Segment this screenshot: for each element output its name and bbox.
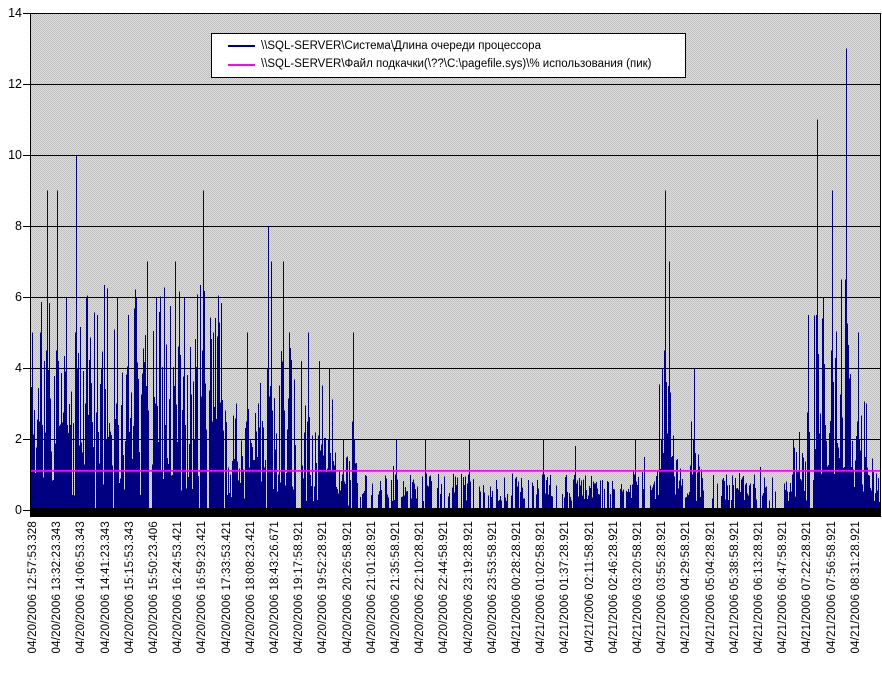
x-axis-label: 04/20/2006 21:35:58.921 xyxy=(390,521,402,654)
x-axis-tick-band xyxy=(30,508,881,517)
legend: \\SQL-SERVER\Система\Длина очереди проце… xyxy=(211,33,686,78)
legend-label-pagefile: \\SQL-SERVER\Файл подкачки(\??\C:\pagefi… xyxy=(261,58,652,71)
x-axis-label: 04/21/2006 07:22:28.921 xyxy=(801,521,814,654)
legend-entry-cpu-queue: \\SQL-SERVER\Система\Длина очереди проце… xyxy=(212,40,685,53)
y-axis-tick xyxy=(23,13,30,14)
x-axis-label: 04/20/2006 14:06:53.343 xyxy=(75,521,88,654)
x-axis-label: 04/20/2006 23:19:28.921 xyxy=(462,521,475,654)
x-axis-label: 04/20/2006 22:10:28.921 xyxy=(414,521,427,654)
y-axis-label: 8 xyxy=(15,219,22,233)
legend-entry-pagefile: \\SQL-SERVER\Файл подкачки(\??\C:\pagefi… xyxy=(212,58,685,71)
x-axis-label: 04/20/2006 20:26:58.921 xyxy=(341,521,354,654)
x-axis-label: 04/20/2006 16:59:23.421 xyxy=(196,521,209,654)
x-axis-label: 04/21/2006 01:02:58.921 xyxy=(535,521,548,654)
y-axis-label: 0 xyxy=(15,503,22,517)
y-axis-label: 14 xyxy=(8,6,22,20)
x-axis-label: 04/21/2006 03:20:58.921 xyxy=(632,521,644,654)
y-axis-tick xyxy=(23,368,30,369)
x-axis-label: 04/20/2006 23:53:58.921 xyxy=(486,521,499,654)
x-axis-label: 04/21/2006 04:29:58.921 xyxy=(680,521,693,654)
x-axis-label: 04/20/2006 18:43:26.671 xyxy=(269,521,281,654)
x-axis-label: 04/20/2006 12:57:53.328 xyxy=(27,521,39,654)
x-axis-label: 04/20/2006 14:41:23.343 xyxy=(99,521,112,654)
x-axis-label: 04/21/2006 05:38:58.921 xyxy=(728,521,741,654)
x-axis-label: 04/20/2006 21:01:28.921 xyxy=(365,521,378,654)
gridlines xyxy=(30,84,881,440)
y-axis-tick xyxy=(23,297,30,298)
x-axis-label: 04/20/2006 18:08:23.421 xyxy=(244,521,257,654)
x-axis-label: 04/20/2006 19:52:28.921 xyxy=(317,521,330,654)
plot-area xyxy=(30,13,881,510)
y-axis-tick xyxy=(23,226,30,227)
y-axis-label: 4 xyxy=(15,361,22,375)
legend-line-swatch-pagefile xyxy=(228,63,255,66)
x-axis-label: 04/21/2006 00:28:28.921 xyxy=(511,521,523,654)
y-axis-label: 10 xyxy=(8,148,22,162)
y-axis-tick xyxy=(23,155,30,156)
x-axis-label: 04/21/2006 08:31:28.921 xyxy=(849,521,862,654)
x-axis-label: 04/21/2006 02:46:28.921 xyxy=(607,521,620,654)
y-axis-label: 6 xyxy=(15,290,22,304)
y-axis-label: 12 xyxy=(8,77,22,91)
y-axis-tick xyxy=(23,84,30,85)
x-axis-label: 04/21/2006 06:47:58.921 xyxy=(777,521,790,654)
legend-label-cpu-queue: \\SQL-SERVER\Система\Длина очереди проце… xyxy=(261,39,541,52)
x-axis-label: 04/21/2006 07:56:58.921 xyxy=(825,521,838,654)
x-axis-label: 04/20/2006 22:44:58.921 xyxy=(438,521,451,654)
x-axis-label: 04/21/2006 01:37:28.921 xyxy=(559,521,572,654)
y-axis-tick xyxy=(23,510,30,511)
plot-canvas xyxy=(30,13,881,510)
y-axis-tick xyxy=(23,439,30,440)
x-axis-label: 04/21/2006 02:11:58.921 xyxy=(583,521,596,653)
y-axis-label: 2 xyxy=(15,432,22,446)
x-axis-label: 04/20/2006 15:50:23.406 xyxy=(148,521,160,654)
x-axis-label: 04/20/2006 15:15:53.343 xyxy=(123,521,136,654)
cpu-queue-series xyxy=(30,48,881,510)
x-axis-label: 04/21/2006 05:04:28.921 xyxy=(704,521,717,654)
x-axis-label: 04/20/2006 16:24:53.421 xyxy=(172,521,185,654)
x-axis-label: 04/21/2006 03:55:28.921 xyxy=(656,521,669,654)
x-axis-label: 04/20/2006 17:33:53.421 xyxy=(220,521,233,654)
x-axis-label: 04/21/2006 06:13:28.921 xyxy=(753,521,765,654)
x-axis-label: 04/20/2006 19:17:58.921 xyxy=(293,521,306,654)
legend-line-swatch-cpu-queue xyxy=(228,45,255,48)
x-axis-label: 04/20/2006 13:32:23.343 xyxy=(51,521,64,654)
